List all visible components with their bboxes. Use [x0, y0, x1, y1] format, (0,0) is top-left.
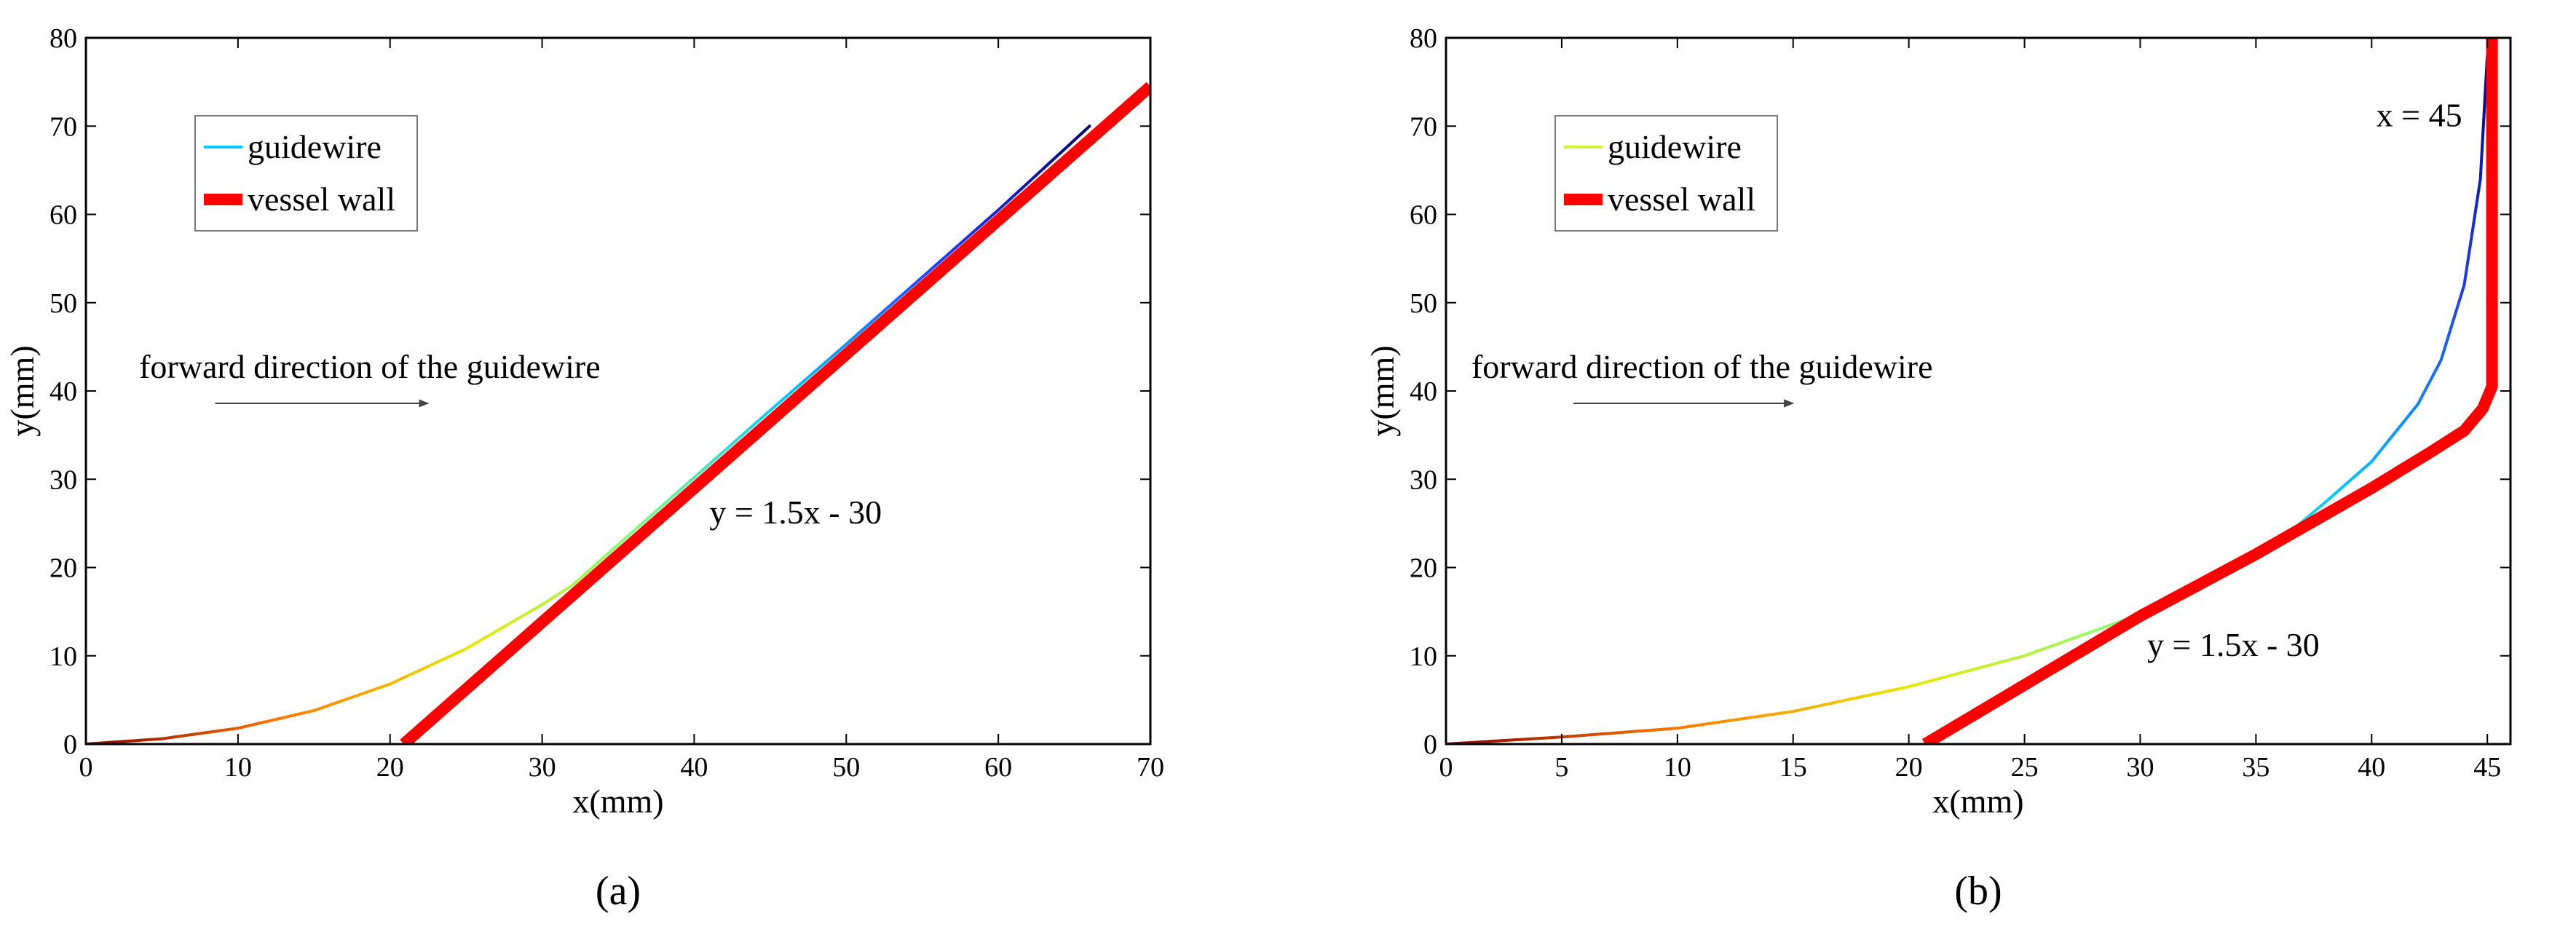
y-tick-label: 10 [50, 641, 77, 672]
panel-a-legend-guidewire-label: guidewire [248, 128, 382, 165]
panel-b-annotation-forward-direction: forward direction of the guidewire [1471, 348, 1933, 385]
x-tick-label: 10 [1664, 752, 1691, 783]
x-tick-label: 0 [1439, 752, 1453, 783]
y-tick-label: 0 [1423, 730, 1437, 760]
guidewire-segment [1083, 124, 1091, 132]
panel-b-y-axis-label: y(mm) [1364, 345, 1401, 436]
panel-b-annotation-vertical-wall: x = 45 [2377, 96, 2462, 133]
panel-a-x-axis-label: x(mm) [572, 783, 663, 820]
x-tick-label: 0 [79, 752, 93, 783]
panel-a-legend-box [194, 115, 418, 232]
panel-a-series-layer [86, 82, 1150, 744]
x-tick-label: 5 [1554, 752, 1568, 783]
panel-a-legend-vessel-wall-label: vessel wall [248, 181, 395, 218]
panel-b-label: (b) [1954, 869, 2002, 914]
x-tick-label: 35 [2242, 752, 2269, 783]
y-tick-label: 80 [1410, 23, 1437, 54]
panel-a-label: (a) [596, 869, 641, 914]
panel-a-ticks: 0 10 20 30 40 50 60 70 0 10 20 30 40 50 60 70 80 [50, 23, 1164, 783]
x-tick-label: 30 [529, 752, 556, 783]
y-tick-label: 70 [1410, 111, 1437, 142]
y-tick-label: 80 [50, 23, 77, 54]
x-tick-label: 25 [2011, 752, 2039, 783]
chart-panel-a: 0 10 20 30 40 50 60 70 0 10 20 30 40 50 60 70 80 x(mm) y… [4, 23, 1164, 914]
x-tick-label: 70 [1137, 752, 1164, 783]
y-tick-label: 20 [1410, 553, 1437, 584]
y-tick-label: 40 [1410, 376, 1437, 407]
y-tick-label: 60 [50, 200, 77, 231]
guidewire-curve [86, 124, 1091, 744]
panel-b-annotation-wall-equation: y = 1.5x - 30 [2147, 626, 2320, 663]
y-tick-label: 20 [50, 553, 77, 584]
x-tick-label: 45 [2473, 752, 2501, 783]
y-tick-label: 10 [1410, 641, 1437, 672]
panel-b-ticks: 0 5 10 15 20 25 30 35 40 45 0 10 20 30 40 50 60 70 80 [1410, 23, 2510, 783]
y-tick-label: 30 [50, 464, 77, 495]
panel-b-legend-vessel-wall-label: vessel wall [1608, 181, 1755, 218]
y-tick-label: 40 [50, 376, 77, 407]
x-tick-label: 40 [2358, 752, 2385, 783]
x-tick-label: 50 [832, 752, 860, 783]
x-tick-label: 20 [1895, 752, 1923, 783]
y-tick-label: 70 [50, 111, 77, 142]
panel-b-legend-guidewire-label: guidewire [1608, 128, 1742, 165]
chart-panel-b: 0 5 10 15 20 25 30 35 40 45 0 10 20 30 40 50 60 70 80 x(mm… [1364, 23, 2512, 914]
y-tick-label: 50 [50, 288, 77, 319]
panel-a-legend: guidewire vessel wall [194, 115, 418, 232]
y-tick-label: 0 [63, 730, 77, 760]
x-tick-label: 15 [1779, 752, 1807, 783]
panel-b-x-axis-label: x(mm) [1932, 783, 2023, 820]
vessel-wall-line [400, 82, 1150, 744]
panel-b-legend-box [1554, 115, 1778, 232]
x-tick-label: 40 [680, 752, 708, 783]
x-tick-label: 60 [984, 752, 1012, 783]
y-tick-label: 50 [1410, 288, 1437, 319]
x-tick-label: 20 [376, 752, 404, 783]
vessel-wall-line [1921, 38, 2498, 744]
y-tick-label: 30 [1410, 464, 1437, 495]
panel-a-y-axis-label: y(mm) [4, 345, 41, 436]
panel-a-annotation-wall-equation: y = 1.5x - 30 [709, 494, 882, 531]
panel-a-annotation-forward-direction: forward direction of the guidewire [139, 348, 601, 385]
y-tick-label: 60 [1410, 200, 1437, 231]
x-tick-label: 30 [2126, 752, 2154, 783]
panel-b-legend: guidewire vessel wall [1554, 115, 1778, 232]
x-tick-label: 10 [224, 752, 252, 783]
